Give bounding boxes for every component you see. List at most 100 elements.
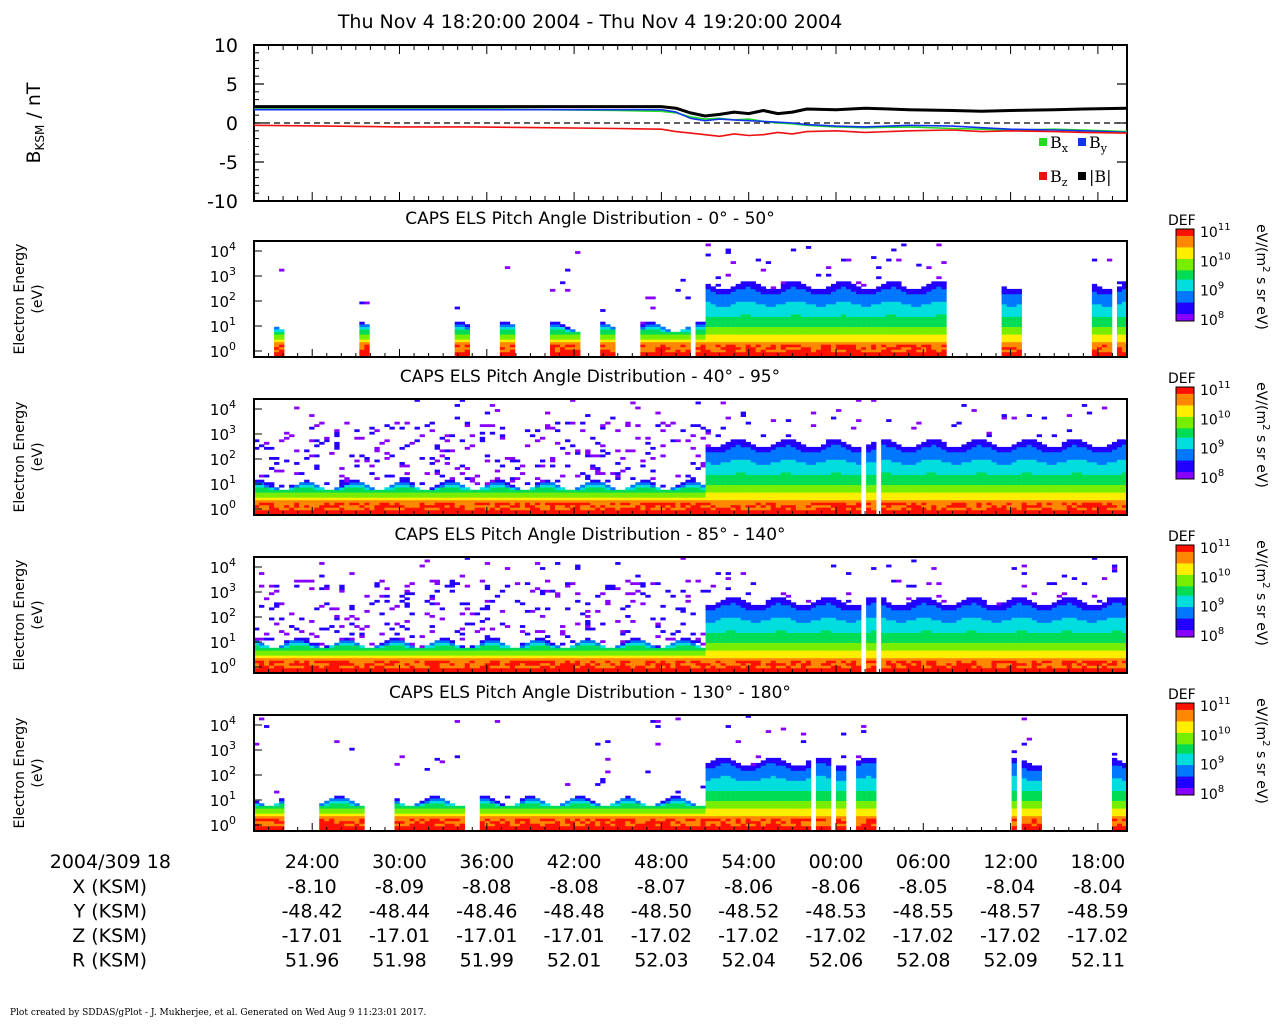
els-cell <box>775 336 782 340</box>
els-cell <box>499 482 506 486</box>
els-cell <box>861 341 867 345</box>
els-cell <box>1101 329 1108 333</box>
els-cell <box>841 326 847 330</box>
els-cell <box>745 469 752 473</box>
colorbar-segment <box>1176 240 1194 244</box>
els-cell <box>374 477 380 480</box>
els-cell <box>941 349 947 353</box>
els-cell <box>775 474 782 478</box>
els-cell <box>891 319 897 322</box>
els-cell <box>926 299 932 302</box>
els-cell <box>720 319 726 322</box>
els-cell <box>259 487 265 491</box>
els-cell <box>489 487 496 491</box>
els-cell <box>926 346 932 350</box>
els-cell <box>705 351 711 355</box>
els-cell <box>760 477 767 480</box>
els-cell <box>886 472 892 475</box>
els-cell <box>730 286 736 290</box>
els-cell <box>304 479 310 483</box>
els-cell <box>705 497 711 501</box>
els-cell <box>595 467 601 470</box>
els-cell <box>309 487 315 491</box>
els-cell <box>695 482 701 486</box>
els-cell <box>846 306 852 310</box>
els-cell <box>881 314 887 317</box>
els-cell <box>364 494 370 498</box>
els-cell <box>675 346 681 350</box>
els-cell <box>359 329 365 333</box>
els-cell <box>1001 288 1007 292</box>
els-cell <box>765 304 772 307</box>
els-cell <box>685 497 691 501</box>
els-cell <box>1106 311 1113 315</box>
els-cell <box>715 319 721 322</box>
els-cell <box>314 489 320 493</box>
els-cell <box>725 341 731 345</box>
els-cell <box>921 291 927 295</box>
els-cell <box>565 497 571 501</box>
els-cell <box>720 459 726 463</box>
els-cell <box>921 479 927 483</box>
els-cell <box>650 446 656 450</box>
els-cell <box>534 464 541 468</box>
els-cell <box>479 487 486 491</box>
els-y-tick-label: 103 <box>210 265 236 286</box>
els-cell <box>269 499 275 503</box>
els-cell <box>1016 301 1022 305</box>
els-cell <box>615 474 621 478</box>
els-cell <box>921 484 927 488</box>
els-cell <box>575 507 581 511</box>
els-cell <box>735 467 741 470</box>
els-cell <box>524 494 531 498</box>
els-cell <box>911 489 917 493</box>
els-cell <box>770 314 777 317</box>
els-cell <box>379 512 385 516</box>
els-cell <box>815 334 822 338</box>
colorbar-segment <box>1176 229 1194 232</box>
els-cell <box>876 314 882 317</box>
els-cell <box>279 499 285 503</box>
els-cell <box>294 512 300 516</box>
els-cell <box>545 424 551 428</box>
els-cell <box>750 469 757 473</box>
els-cell <box>650 507 656 511</box>
els-cell <box>1001 296 1007 300</box>
els-cell <box>585 509 591 513</box>
els-cell <box>881 482 887 486</box>
els-cell <box>750 336 757 340</box>
els-cell <box>941 299 947 302</box>
els-cell <box>785 331 792 335</box>
els-cell <box>735 341 741 345</box>
els-cell <box>504 494 511 498</box>
els-cell <box>625 467 631 470</box>
els-cell <box>550 512 556 516</box>
els-cell <box>575 497 581 501</box>
els-cell <box>846 504 852 508</box>
els-cell <box>484 509 491 513</box>
els-cell <box>610 512 616 516</box>
els-cell <box>479 509 486 513</box>
els-cell <box>901 499 907 503</box>
els-cell <box>785 507 792 511</box>
els-cell <box>810 462 817 465</box>
els-cell <box>765 306 772 310</box>
els-cell <box>745 454 752 458</box>
els-cell <box>836 507 842 511</box>
els-cell <box>785 477 792 480</box>
els-cell <box>600 321 606 325</box>
els-cell <box>379 509 385 513</box>
els-cell <box>434 469 440 473</box>
els-cell <box>785 351 792 355</box>
els-cell <box>374 509 380 513</box>
els-cell <box>820 504 827 508</box>
els-cell <box>820 484 827 488</box>
els-cell <box>640 502 646 506</box>
els-cell <box>474 474 481 478</box>
els-cell <box>389 489 395 493</box>
els-cell <box>785 451 792 455</box>
els-cell <box>815 314 822 317</box>
els-cell <box>931 296 937 300</box>
els-cell <box>740 494 746 498</box>
els-cell <box>931 341 937 345</box>
